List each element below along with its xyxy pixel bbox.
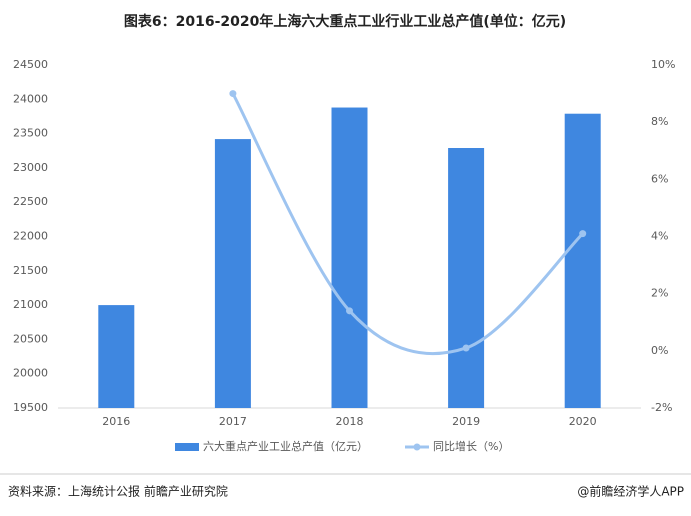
y-tick-label: 23500: [13, 127, 48, 140]
legend-label: 同比增长（%）: [433, 439, 509, 453]
chart-title: 图表6：2016-2020年上海六大重点工业行业工业总产值(单位：亿元): [124, 13, 566, 30]
source: 资料来源：上海统计公报 前瞻产业研究院: [8, 484, 228, 499]
y2-tick-label: 8%: [651, 115, 668, 128]
y2-tick-label: 2%: [651, 287, 668, 300]
y-tick-label: 21500: [13, 264, 48, 277]
x-tick-label: 2017: [219, 415, 247, 428]
y-tick-label: 23000: [13, 161, 48, 174]
y2-tick-label: 10%: [651, 58, 675, 71]
line-point: [229, 90, 237, 98]
bar: [331, 107, 368, 409]
x-tick-label: 2019: [452, 415, 480, 428]
credit: @前瞻经济学人APP: [577, 484, 684, 499]
line-point: [579, 230, 587, 238]
y-tick-label: 20000: [13, 367, 48, 380]
y-tick-label: 22500: [13, 195, 48, 208]
y2-tick-label: 6%: [651, 172, 668, 185]
bar: [564, 113, 601, 409]
line: [231, 92, 584, 356]
y-tick-label: 20500: [13, 332, 48, 345]
line-point: [462, 344, 470, 352]
x-tick-label: 2020: [569, 415, 597, 428]
y-tick-label: 24500: [13, 58, 48, 71]
y-tick-label: 22000: [13, 230, 48, 243]
bar: [214, 139, 251, 408]
legend-swatch: [413, 443, 421, 451]
y2-tick-label: 4%: [651, 230, 668, 243]
x-tick-label: 2016: [102, 415, 130, 428]
y-tick-label: 19500: [13, 401, 48, 414]
y-tick-label: 21000: [13, 298, 48, 311]
bar: [448, 148, 485, 409]
y2-tick-label: -2%: [651, 401, 672, 414]
y-tick-label: 24000: [13, 92, 48, 105]
line-point: [346, 307, 353, 315]
legend-swatch: [175, 443, 199, 451]
legend-label: 六大重点产业工业总产值（亿元）: [203, 439, 368, 453]
x-tick-label: 2018: [336, 415, 364, 428]
bar: [98, 305, 135, 408]
y2-tick-label: 0%: [651, 344, 668, 357]
